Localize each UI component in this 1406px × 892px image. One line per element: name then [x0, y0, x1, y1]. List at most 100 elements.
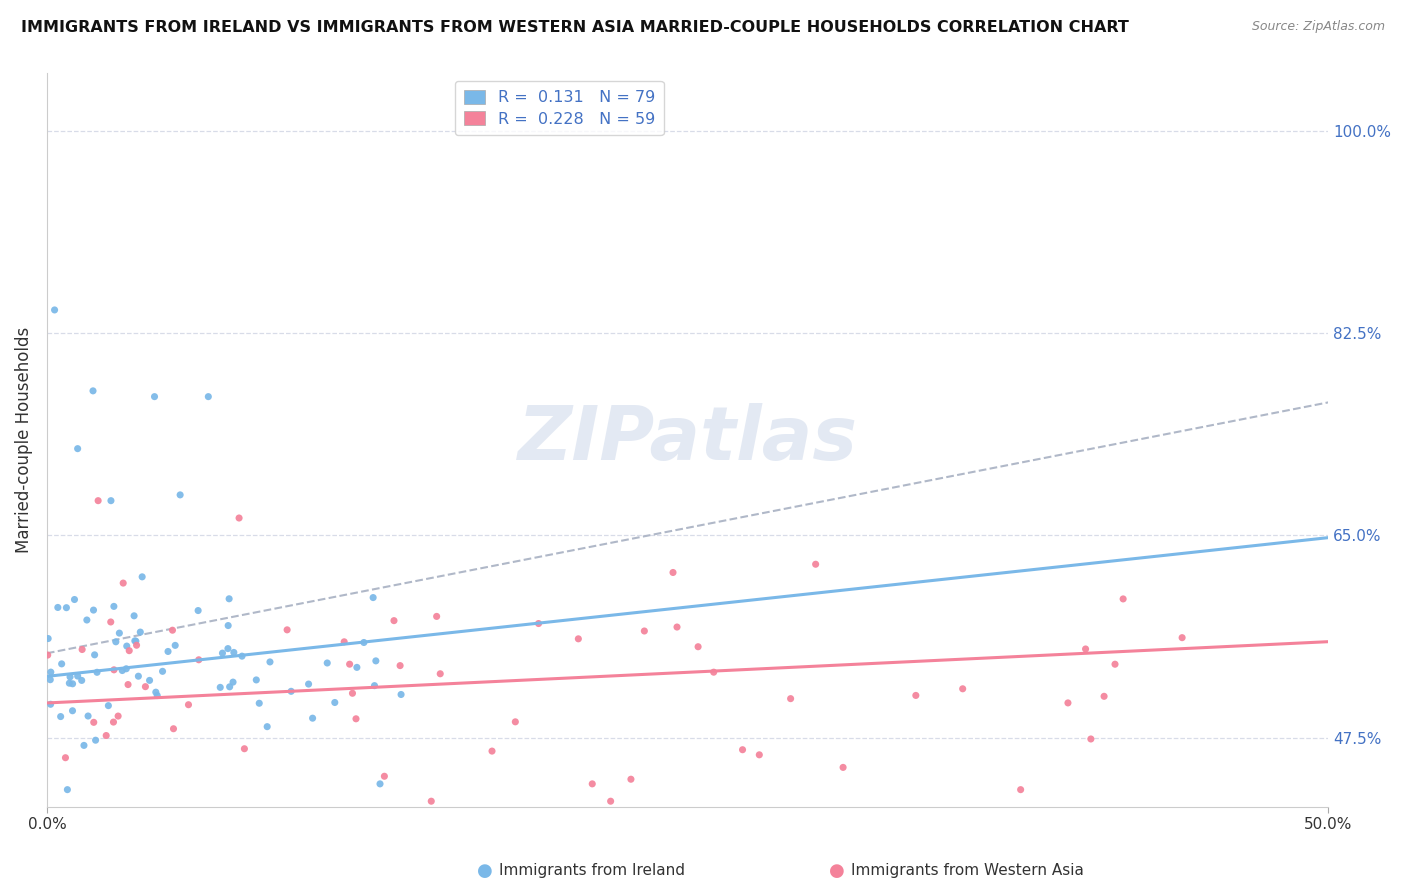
Point [100, 493, 122, 508]
Point [169, 488, 191, 502]
Point [779, 691, 801, 706]
Point [86, 665, 108, 680]
Point [83, 603, 105, 617]
Point [368, 777, 391, 791]
Text: Immigrants from Ireland: Immigrants from Ireland [499, 863, 685, 878]
Point [73, 739, 96, 753]
Point [103, 663, 125, 677]
Point [66, 442, 89, 456]
Point [1074, 642, 1097, 657]
Text: ●: ● [828, 862, 845, 880]
Point [100, 615, 122, 629]
Point [1171, 631, 1194, 645]
Point [420, 794, 443, 808]
Point [55, 750, 77, 764]
Point [1080, 731, 1102, 746]
Point [62, 677, 84, 691]
Point [389, 688, 412, 702]
Point [117, 677, 139, 691]
Point [162, 722, 184, 736]
Point [228, 511, 250, 525]
Point [103, 715, 125, 730]
Point [104, 634, 127, 648]
Point [37, 632, 59, 646]
Point [39, 673, 62, 687]
Point [633, 624, 655, 638]
Point [125, 638, 148, 652]
Point [333, 635, 356, 649]
Point [748, 747, 770, 762]
Text: IMMIGRANTS FROM IRELAND VS IMMIGRANTS FROM WESTERN ASIA MARRIED-COUPLE HOUSEHOLD: IMMIGRANTS FROM IRELAND VS IMMIGRANTS FR… [21, 20, 1129, 35]
Point [222, 645, 245, 659]
Point [342, 686, 364, 700]
Text: Source: ZipAtlas.com: Source: ZipAtlas.com [1251, 20, 1385, 33]
Legend: R =  0.131   N = 79, R =  0.228   N = 59: R = 0.131 N = 79, R = 0.228 N = 59 [456, 81, 664, 136]
Point [581, 777, 603, 791]
Point [211, 646, 233, 660]
Point [115, 662, 138, 676]
Point [112, 576, 135, 591]
Point [429, 666, 451, 681]
Point [426, 609, 449, 624]
Point [177, 698, 200, 712]
Point [323, 696, 346, 710]
Point [353, 635, 375, 649]
Point [134, 680, 156, 694]
Point [107, 709, 129, 723]
Point [145, 685, 167, 699]
Point [217, 618, 239, 632]
Point [389, 658, 412, 673]
Point [118, 643, 141, 657]
Point [231, 649, 253, 664]
Point [157, 644, 180, 658]
Point [804, 558, 827, 572]
Point [97, 698, 120, 713]
Point [599, 794, 621, 808]
Point [259, 655, 281, 669]
Point [218, 680, 240, 694]
Point [55, 600, 77, 615]
Point [58, 676, 80, 690]
Point [373, 769, 395, 783]
Point [82, 384, 104, 398]
Point [111, 664, 134, 678]
Point [233, 741, 256, 756]
Text: ZIPatlas: ZIPatlas [517, 403, 858, 476]
Point [297, 677, 319, 691]
Point [247, 696, 270, 710]
Point [125, 634, 148, 648]
Point [66, 669, 89, 683]
Point [76, 613, 98, 627]
Point [51, 657, 73, 671]
Point [339, 657, 361, 672]
Point [115, 639, 138, 653]
Point [143, 390, 166, 404]
Point [124, 633, 146, 648]
Point [245, 673, 267, 687]
Point [346, 660, 368, 674]
Point [217, 641, 239, 656]
Point [63, 592, 86, 607]
Point [46, 600, 69, 615]
Point [39, 698, 62, 712]
Point [83, 648, 105, 662]
Point [103, 599, 125, 614]
Point [1112, 591, 1135, 606]
Text: ●: ● [477, 862, 494, 880]
Point [62, 704, 84, 718]
Point [344, 712, 367, 726]
Point [276, 623, 298, 637]
Point [152, 665, 174, 679]
Point [527, 616, 550, 631]
Point [165, 639, 187, 653]
Point [197, 390, 219, 404]
Point [567, 632, 589, 646]
Point [904, 689, 927, 703]
Point [1104, 657, 1126, 672]
Point [49, 709, 72, 723]
Point [703, 665, 725, 680]
Point [363, 679, 385, 693]
Point [832, 760, 855, 774]
Point [127, 669, 149, 683]
Point [39, 665, 62, 679]
